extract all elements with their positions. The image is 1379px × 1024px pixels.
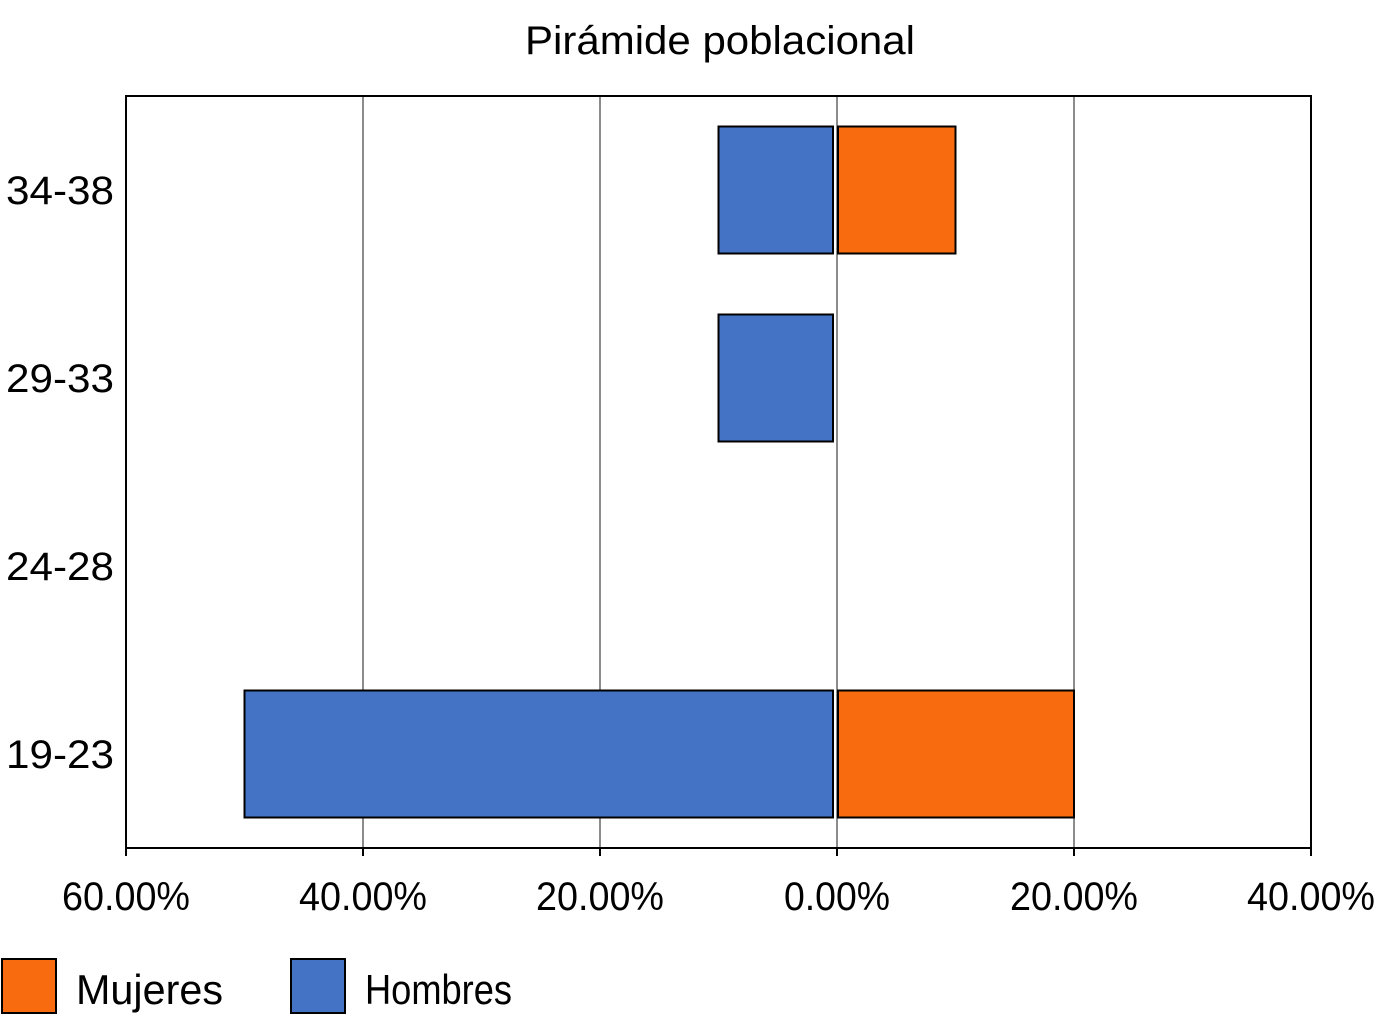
plot-frame [125,95,1312,849]
legend-label-mujeres: Mujeres [76,966,223,1013]
x-tick-label: 40.00% [1247,875,1375,919]
x-tick-label: 0.00% [784,875,890,919]
legend-swatch-hombres [290,958,346,1014]
bar-mujeres [837,125,957,255]
x-tick-label: 20.00% [536,875,664,919]
y-tick-label: 29-33 [6,357,114,401]
y-tick-label: 24-28 [6,545,114,589]
y-tick-label: 34-38 [6,169,114,213]
y-tick-label: 19-23 [6,733,114,777]
legend-swatch-mujeres [1,958,57,1014]
chart-title: Pirámide poblacional [525,19,915,63]
x-tick-label: 40.00% [299,875,427,919]
bar-mujeres [837,689,1075,819]
x-tick-label: 20.00% [1010,875,1138,919]
bar-hombres [243,689,834,819]
bar-hombres [717,125,834,255]
legend-label-hombres: Hombres [365,966,512,1013]
x-tick-label: 60.00% [62,875,190,919]
bar-hombres [717,313,834,443]
